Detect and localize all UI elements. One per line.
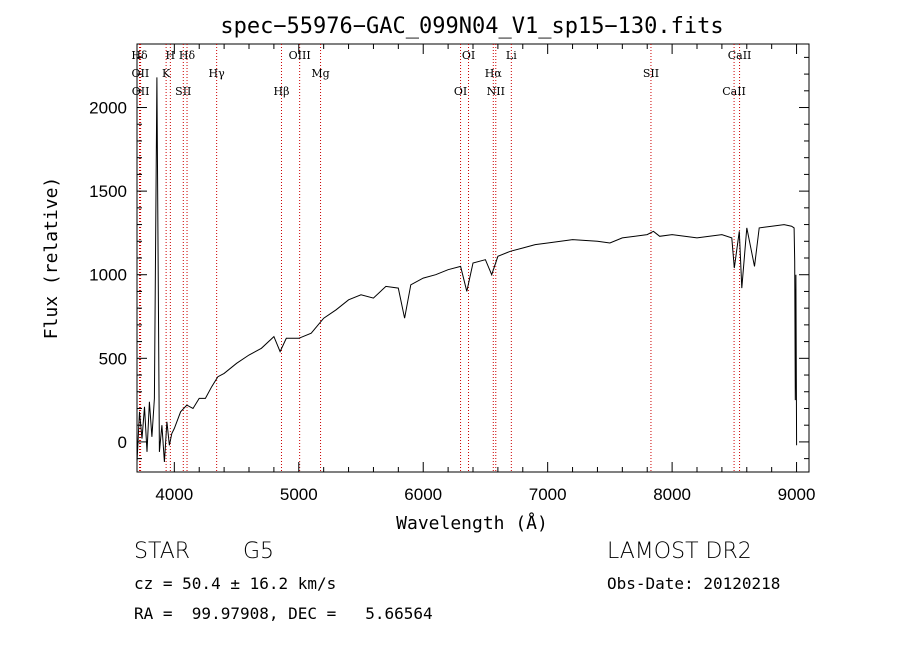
line-marker-label: Hγ: [209, 67, 226, 80]
y-tick-label: 1000: [89, 266, 127, 285]
line-markers: [138, 44, 741, 472]
line-marker-label: CaII: [728, 49, 752, 62]
line-marker-label: OII: [132, 85, 150, 98]
y-tick-label: 2000: [89, 99, 127, 118]
line-marker-label: Hα: [485, 67, 503, 80]
y-axis-label: Flux (relative): [41, 177, 62, 340]
y-tick-label: 0: [118, 433, 127, 452]
x-axis: 4000 5000 6000 7000 8000 9000: [155, 44, 815, 504]
x-tick-label: 5000: [280, 485, 318, 504]
redshift-text: cz = 50.4 ± 16.2 km/s: [134, 574, 337, 593]
spectrum-line: [136, 77, 798, 463]
line-marker-label: Li: [506, 49, 517, 62]
line-marker-label: H: [166, 49, 176, 62]
line-marker-label: Mg: [311, 67, 329, 80]
obs-date: Obs-Date: 20120218: [607, 574, 781, 593]
plot-frame: [136, 43, 810, 473]
line-marker-label: Hβ: [274, 85, 290, 98]
survey-name: LAMOST DR2: [607, 539, 752, 564]
x-tick-label: 9000: [778, 485, 816, 504]
line-marker-label: SII: [175, 85, 191, 98]
line-marker-label: Hδ: [179, 49, 196, 62]
x-tick-label: 6000: [404, 485, 442, 504]
x-tick-label: 4000: [155, 485, 193, 504]
line-marker-label: CaII: [722, 85, 746, 98]
chart-title: spec−55976−GAC_099N04_V1_sp15−130.fits: [220, 14, 723, 39]
y-tick-label: 500: [99, 349, 127, 368]
y-tick-label: 1500: [89, 182, 127, 201]
line-marker-label: OIII: [289, 49, 311, 62]
line-marker-label: NII: [487, 85, 505, 98]
line-marker-label: OI: [462, 49, 475, 62]
object-subclass: G5: [243, 539, 275, 564]
object-class: STAR: [134, 539, 191, 564]
x-tick-label: 8000: [653, 485, 691, 504]
line-marker-label: K: [162, 67, 171, 80]
x-tick-label: 7000: [529, 485, 567, 504]
y-axis: 0 500 1000 1500 2000: [89, 56, 809, 460]
coordinates: RA = 99.97908, DEC = 5.66564: [134, 604, 433, 623]
line-marker-label: SII: [643, 67, 659, 80]
line-marker-label: Hδ: [131, 49, 148, 62]
x-axis-label: Wavelength (Å): [396, 512, 548, 534]
line-marker-label: OII: [132, 67, 150, 80]
line-marker-label: OI: [454, 85, 467, 98]
